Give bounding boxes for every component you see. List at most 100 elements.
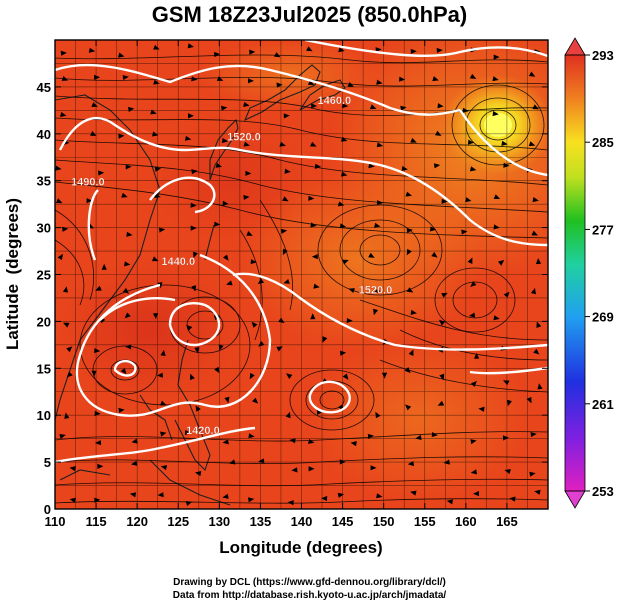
- streamline-arrow: [441, 292, 448, 298]
- streamline-arrow: [493, 54, 500, 60]
- streamline-arrow: [461, 229, 468, 235]
- streamline-arrow: [528, 71, 536, 77]
- streamline-arrow: [220, 105, 228, 111]
- streamline-arrow: [153, 79, 160, 85]
- streamline-arrow: [151, 256, 159, 262]
- streamline-arrow: [503, 291, 510, 298]
- x-tick-label: 135: [250, 514, 272, 529]
- streamline-arrow: [408, 349, 414, 356]
- x-tick-label: 145: [332, 514, 354, 529]
- streamline-arrow: [57, 253, 63, 261]
- streamline-arrow: [338, 47, 345, 53]
- streamline-arrow: [342, 259, 349, 265]
- streamline-arrow: [278, 317, 285, 324]
- streamline-arrow: [529, 471, 536, 477]
- streamline-arrow: [467, 139, 475, 145]
- streamline-arrow: [313, 283, 320, 289]
- streamline-arrow: [249, 372, 255, 380]
- streamline-arrow: [250, 259, 257, 265]
- streamline-arrow: [157, 492, 164, 498]
- y-axis: 0 5 10 15 20 25 30 35 40 45: [37, 80, 548, 517]
- streamline-arrow: [401, 165, 408, 172]
- streamline-arrow: [214, 221, 221, 227]
- streamline-arrow: [184, 135, 192, 141]
- streamline-arrow: [311, 253, 318, 260]
- wind-streamlines: [55, 54, 548, 504]
- streamline-arrow: [530, 287, 536, 295]
- streamline-arrow: [158, 227, 166, 233]
- x-tick-label: 155: [414, 514, 436, 529]
- streamline-arrow: [443, 459, 450, 465]
- y-tick-label: 5: [44, 455, 51, 470]
- streamline-arrow: [350, 441, 357, 447]
- streamline-arrow: [410, 490, 417, 496]
- streamline-arrow: [289, 438, 296, 444]
- streamline-arrow: [60, 50, 67, 56]
- streamline-arrow: [190, 202, 197, 208]
- streamline-arrow: [247, 78, 254, 84]
- streamline-arrow: [222, 493, 229, 499]
- x-tick-label: 115: [86, 514, 107, 529]
- streamline-arrow: [493, 315, 500, 321]
- streamline-arrow: [248, 433, 255, 439]
- streamline-arrow: [95, 285, 102, 291]
- streamline-arrow: [339, 459, 346, 465]
- streamline-arrow: [406, 227, 413, 234]
- streamline-arrow: [229, 459, 236, 465]
- streamline-arrow: [66, 346, 73, 353]
- streamline-arrow: [534, 489, 541, 495]
- streamline-arrow: [88, 47, 96, 53]
- streamline-arrow: [468, 312, 476, 318]
- x-axis-label: Longitude (degrees): [219, 538, 382, 557]
- streamline-arrow: [340, 136, 348, 142]
- streamline-arrow: [306, 46, 313, 52]
- streamline-arrow: [214, 366, 220, 374]
- streamline-arrow: [346, 317, 353, 324]
- streamline-arrow: [186, 324, 193, 331]
- streamline-arrow: [337, 201, 345, 207]
- streamline-arrow: [118, 133, 125, 139]
- y-tick-label: 30: [37, 221, 51, 236]
- credit-drawing: Drawing by DCL (https://www.gfd-dennou.o…: [173, 577, 446, 588]
- streamline-arrow: [502, 435, 509, 441]
- streamline-arrow: [376, 79, 383, 85]
- streamline-arrow: [62, 286, 69, 293]
- streamline-arrow: [503, 380, 510, 386]
- streamline-arrow: [535, 258, 542, 265]
- streamline-arrow: [509, 496, 516, 502]
- streamline-arrow: [348, 288, 355, 294]
- streamline-arrow: [339, 350, 347, 356]
- streamline-arrow: [536, 321, 542, 329]
- streamline-arrow: [90, 131, 97, 136]
- streamline-arrow: [216, 76, 224, 81]
- streamline-arrow: [526, 396, 532, 404]
- streamline-arrow: [493, 224, 500, 230]
- streamline-arrow: [66, 371, 73, 378]
- streamline-arrow: [131, 438, 138, 444]
- streamline-arrow: [222, 200, 229, 206]
- colorbar-tick-label: 253: [592, 484, 614, 499]
- streamline-arrow: [64, 412, 70, 419]
- streamline-arrow: [160, 400, 167, 406]
- streamline-arrow: [469, 166, 477, 172]
- y-tick-label: 10: [37, 408, 51, 423]
- streamline-arrow: [470, 439, 477, 445]
- streamline-arrow: [283, 278, 290, 284]
- streamline-arrow: [431, 431, 438, 438]
- streamline-arrow: [243, 141, 250, 147]
- streamline-arrow: [407, 460, 414, 467]
- streamline-arrow: [279, 141, 286, 147]
- streamline-arrow: [59, 433, 66, 439]
- streamline-arrow: [437, 400, 445, 406]
- streamline-arrow: [381, 372, 388, 379]
- streamline-arrow: [283, 113, 290, 119]
- streamline-arrow: [191, 285, 197, 292]
- streamline-arrow: [243, 101, 250, 108]
- streamline-arrow: [69, 466, 76, 472]
- streamline-arrow: [284, 168, 291, 174]
- streamline-arrow: [194, 347, 200, 354]
- streamline-arrow: [122, 74, 129, 81]
- streamline-arrow: [432, 76, 439, 82]
- streamline-arrow: [410, 48, 417, 55]
- streamline-arrow: [532, 104, 539, 110]
